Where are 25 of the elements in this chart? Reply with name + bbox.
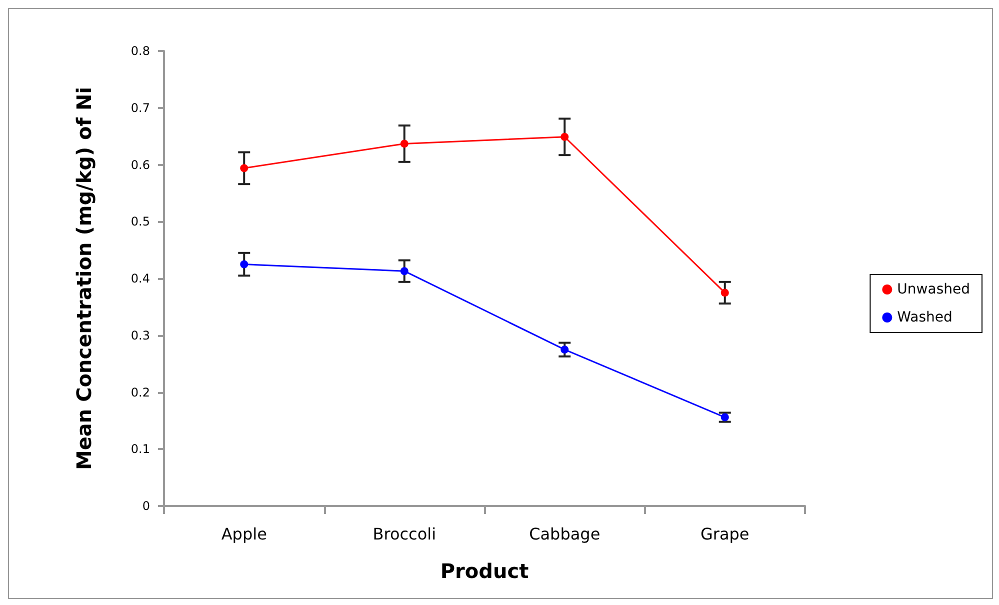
y-tick-label: 0.6	[130, 158, 150, 172]
point	[240, 164, 248, 172]
x-tick-label: Broccoli	[372, 524, 436, 544]
y-tick-label: 0.3	[130, 328, 150, 342]
x-tick-label: Apple	[221, 524, 267, 544]
point	[400, 267, 408, 276]
legend-label: Unwashed	[897, 282, 970, 298]
y-tick-label: 0.8	[130, 44, 150, 58]
x-tick-label: Cabbage	[529, 524, 600, 544]
x-axis-title: Product	[440, 559, 530, 583]
y-tick-label: 0.4	[130, 272, 150, 286]
point	[720, 288, 729, 297]
point	[560, 132, 569, 141]
y-axis-title: Mean Concentration (mg/kg) of Ni	[72, 86, 96, 470]
y-tick-label: 0	[142, 499, 150, 513]
x-tick-label: Grape	[700, 524, 750, 544]
y-tick-label: 0.7	[130, 100, 150, 115]
legend-label: Washed	[897, 310, 952, 326]
point	[400, 140, 408, 148]
point	[560, 346, 569, 354]
y-tick-label: 0.1	[130, 442, 150, 456]
y-tick-label: 0.2	[130, 385, 150, 400]
point	[240, 260, 248, 268]
point	[720, 413, 729, 422]
y-tick-label: 0.5	[130, 214, 150, 229]
